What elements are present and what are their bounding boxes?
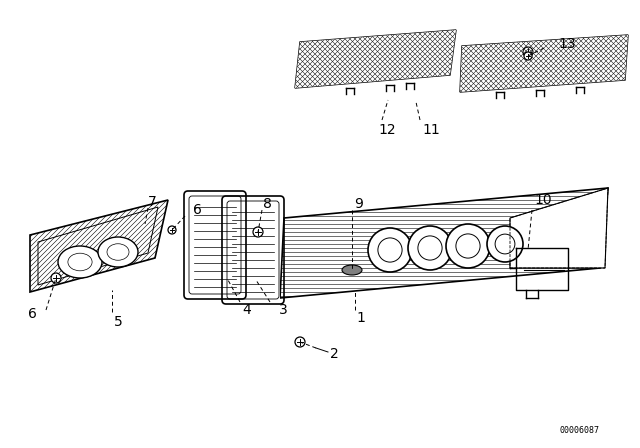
Ellipse shape [98, 237, 138, 267]
Ellipse shape [342, 265, 362, 275]
Polygon shape [30, 200, 168, 292]
Circle shape [524, 52, 532, 60]
Text: 12: 12 [378, 123, 396, 137]
Polygon shape [510, 188, 608, 268]
Circle shape [446, 224, 490, 268]
Polygon shape [188, 195, 242, 295]
Text: 7: 7 [148, 195, 157, 209]
Circle shape [368, 228, 412, 272]
Circle shape [523, 47, 533, 57]
Text: 11: 11 [422, 123, 440, 137]
Text: 13: 13 [558, 37, 575, 51]
Text: 2: 2 [330, 347, 339, 361]
Circle shape [253, 227, 263, 237]
Polygon shape [280, 188, 608, 298]
Polygon shape [460, 35, 628, 92]
Text: 4: 4 [242, 303, 251, 317]
Circle shape [408, 226, 452, 270]
Text: 3: 3 [279, 303, 288, 317]
FancyBboxPatch shape [188, 195, 242, 295]
Text: 00006087: 00006087 [560, 426, 600, 435]
Polygon shape [226, 200, 280, 300]
Circle shape [51, 273, 61, 283]
Polygon shape [295, 30, 456, 88]
Text: 8: 8 [263, 197, 272, 211]
Text: 5: 5 [114, 315, 123, 329]
Polygon shape [280, 188, 608, 298]
Text: 10: 10 [534, 193, 552, 207]
Text: 6: 6 [193, 203, 202, 217]
Circle shape [295, 337, 305, 347]
Ellipse shape [58, 246, 102, 278]
Text: 6: 6 [28, 307, 37, 321]
Circle shape [168, 226, 176, 234]
Circle shape [487, 226, 523, 262]
Text: 1: 1 [356, 311, 365, 325]
Text: 9: 9 [354, 197, 363, 211]
FancyBboxPatch shape [226, 200, 280, 300]
